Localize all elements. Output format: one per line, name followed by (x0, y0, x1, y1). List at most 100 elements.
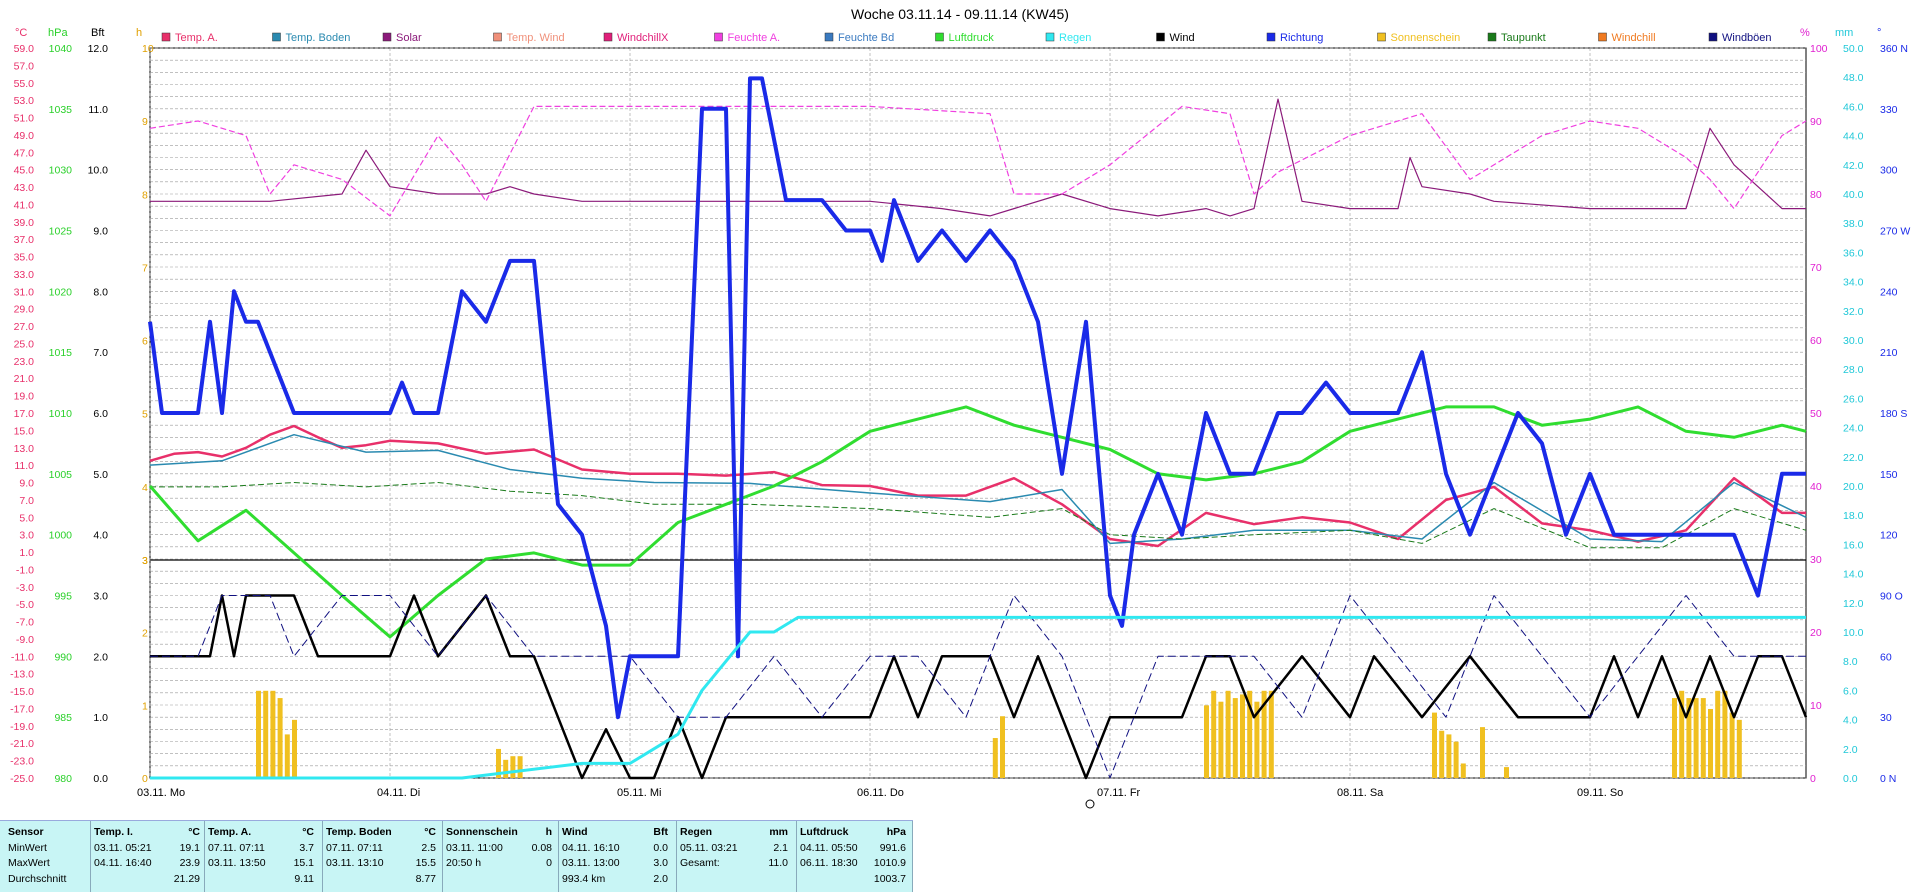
rain-tick-label: 14.0 (1843, 569, 1864, 581)
sunshine-bar (1679, 690, 1685, 778)
stats-value: 8.77 (415, 872, 436, 885)
pressure-tick-label: 1025 (49, 226, 73, 238)
sunshine-bar (1261, 690, 1267, 778)
rain-tick-label: 42.0 (1843, 160, 1864, 172)
sunshine-tick-label: 6 (142, 336, 148, 348)
sunshine-bar (1504, 767, 1509, 778)
sunshine-bar (1729, 712, 1735, 778)
legend-swatch (1487, 32, 1497, 42)
stats-header: Sonnenschein (446, 826, 518, 838)
stats-date: 06.11. 18:30 (800, 857, 858, 869)
pressure-axis-unit: hPa (48, 27, 68, 39)
rain-tick-label: 40.0 (1843, 189, 1864, 201)
temp-tick-label: 7.0 (19, 495, 34, 507)
sunshine-bar (284, 734, 290, 778)
wind-tick-label: 12.0 (88, 43, 109, 55)
wind-tick-label: 7.0 (93, 347, 108, 359)
direction-tick-label: 360 N (1880, 43, 1908, 55)
rain-tick-label: 0.0 (1843, 773, 1858, 785)
temp-tick-label: -21.0 (10, 738, 34, 750)
temp-tick-label: 29.0 (14, 304, 35, 316)
temp-tick-label: -17.0 (10, 703, 34, 715)
sunshine-bar (1708, 708, 1713, 778)
stats-date: 07.11. 07:11 (326, 841, 383, 854)
sunshine-tick-label: 3 (142, 555, 148, 567)
stats-unit: Bft (653, 826, 668, 838)
legend-swatch (1266, 32, 1276, 42)
cursor-marker[interactable] (1085, 799, 1095, 809)
stats-value: 3.7 (299, 841, 314, 854)
legend-label: Luftdruck (949, 32, 995, 44)
stats-header: Wind (562, 826, 588, 838)
humidity-tick-label: 10 (1810, 700, 1822, 712)
sunshine-bar (1432, 712, 1437, 778)
plot-area (148, 76, 1808, 780)
stats-unit: h (545, 826, 552, 838)
stats-col-temp-i: Temp. I. °C 03.11. 05:21 19.1 04.11. 16:40… (94, 825, 202, 887)
legend-swatch (935, 32, 944, 42)
sunshine-tick-label: 2 (142, 628, 148, 640)
chart-title: Woche 03.11.14 - 09.11.14 (KW45) (851, 6, 1069, 22)
sunshine-bar (277, 698, 283, 778)
wind-tick-label: 11.0 (88, 104, 108, 116)
stats-value: 0.0 (653, 841, 668, 854)
temp-tick-label: 25.0 (14, 338, 35, 350)
sunshine-bar (1693, 698, 1699, 778)
humidity-tick-label: 90 (1810, 116, 1822, 128)
sunshine-tick-label: 10 (142, 43, 154, 55)
stats-date: 03.11. 13:50 (208, 857, 266, 869)
pressure-tick-label: 985 (54, 712, 72, 724)
legend-swatch (1156, 32, 1165, 42)
direction-tick-label: 330 (1880, 104, 1898, 116)
series-line-luftdruck (148, 405, 1807, 639)
legend-swatch (493, 32, 502, 42)
pressure-tick-label: 1040 (49, 43, 73, 55)
sunshine-bar (256, 690, 261, 778)
legend-label: WindchillX (617, 32, 669, 44)
sunshine-bar (510, 756, 516, 778)
stats-date: Gesamt: (680, 857, 720, 869)
sunshine-bar (1254, 701, 1260, 778)
x-tick-label: 03.11. Mo (137, 787, 185, 799)
temp-tick-label: 23.0 (14, 356, 35, 368)
temp-tick-label: 27.0 (14, 321, 35, 333)
stats-col-wind: Wind Bft 04.11. 16:10 0.0 03.11. 13:00 3.0 … (562, 825, 670, 887)
stats-date: 03.11. 05:21 (94, 841, 152, 854)
sunshine-tick-label: 7 (142, 262, 148, 274)
sunshine-bar (1225, 690, 1231, 778)
temp-tick-label: 1.0 (19, 547, 34, 559)
rain-tick-label: 10.0 (1843, 627, 1864, 639)
temp-tick-label: 31.0 (14, 286, 35, 298)
wind-tick-label: 6.0 (93, 408, 108, 420)
humidity-tick-label: 50 (1810, 408, 1822, 420)
rain-tick-label: 34.0 (1843, 277, 1864, 289)
temp-tick-label: -11.0 (11, 651, 34, 663)
legend-label: Regen (1059, 32, 1091, 44)
stats-date: 03.11. 13:10 (326, 857, 384, 869)
wind-tick-label: 3.0 (93, 591, 108, 603)
pressure-tick-label: 1005 (49, 469, 73, 481)
rain-tick-label: 16.0 (1843, 539, 1864, 551)
rain-tick-label: 36.0 (1843, 247, 1864, 259)
pressure-tick-label: 995 (54, 591, 72, 603)
sunshine-bar (292, 719, 297, 778)
series-line-regen (150, 615, 1806, 780)
direction-tick-label: 120 (1880, 530, 1898, 542)
rain-tick-label: 32.0 (1843, 306, 1864, 318)
direction-tick-label: 60 (1880, 651, 1892, 663)
stats-unit: °C (188, 826, 200, 838)
temp-tick-label: -3.0 (16, 582, 34, 594)
stats-unit: °C (302, 826, 314, 838)
legend-swatch (1598, 32, 1607, 42)
sunshine-bar (1722, 690, 1728, 778)
legend-swatch (603, 32, 613, 42)
rain-tick-label: 44.0 (1843, 131, 1864, 143)
x-tick-label: 05.11. Mi (617, 787, 661, 799)
stats-date: 03.11. 11:00 (446, 841, 503, 854)
axes: 03.11. Mo 04.11. Di 05.11. Mi 06.11. Do 07.1… (10, 43, 1910, 799)
legend-label: Windchill (1612, 32, 1656, 44)
legend-label: Feuchte Bd (838, 32, 894, 44)
sunshine-tick-label: 5 (142, 409, 148, 421)
direction-tick-label: 90 O (1880, 591, 1903, 603)
stats-col-sonnenschein: Sonnenschein h 03.11. 11:00 0.08 20:50 h 0 (446, 825, 554, 872)
